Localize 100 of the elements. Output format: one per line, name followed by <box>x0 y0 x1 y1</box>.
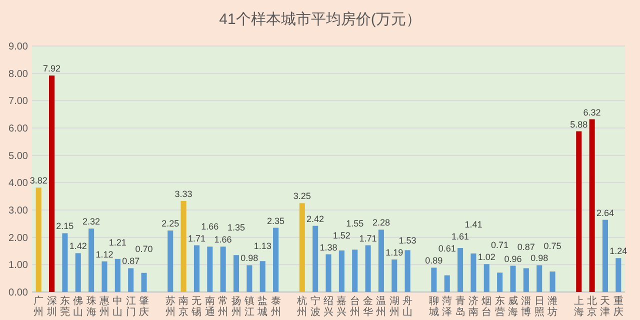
x-tick-label: 无锡 <box>190 296 202 318</box>
x-tick-label: 北京 <box>587 295 598 318</box>
data-label: 3.82 <box>30 176 48 186</box>
data-label: 0.87 <box>517 242 535 252</box>
data-label: 0.75 <box>544 241 562 252</box>
data-label: 1.02 <box>478 252 496 262</box>
x-tick-label: 天津 <box>600 296 610 318</box>
bar <box>431 268 437 292</box>
x-tick-label: 金华 <box>363 295 374 318</box>
data-label: 0.70 <box>135 244 153 254</box>
x-tick-label: 烟台 <box>482 295 492 318</box>
x-tick-label: 日照 <box>534 296 544 318</box>
bar <box>233 255 240 292</box>
x-tick-label: 湖州 <box>389 295 400 318</box>
x-tick-label: 珠海 <box>86 295 96 318</box>
data-label: 1.13 <box>254 241 272 252</box>
bar <box>36 188 42 292</box>
data-label: 2.32 <box>82 216 100 227</box>
bar <box>365 245 371 292</box>
data-label: 3.33 <box>174 188 192 199</box>
data-label: 1.61 <box>452 232 470 242</box>
y-tick-label: 4.00 <box>8 178 28 190</box>
bar <box>444 275 450 292</box>
bar <box>352 250 358 292</box>
bar <box>536 265 542 292</box>
bar <box>273 228 279 292</box>
bar <box>260 261 266 292</box>
x-tick-label: 青岛 <box>455 295 466 318</box>
x-tick-label: 中山 <box>112 295 123 318</box>
x-tick-label: 嘉兴 <box>336 295 347 318</box>
y-tick-label: 7.00 <box>8 96 28 108</box>
x-tick-label: 聊城 <box>428 295 439 318</box>
bar <box>168 230 174 292</box>
x-tick-label: 东营 <box>494 295 505 318</box>
data-label: 0.61 <box>438 244 456 254</box>
data-label: 1.12 <box>96 249 114 260</box>
bar <box>392 259 398 292</box>
bar <box>49 76 55 292</box>
bar <box>114 258 120 292</box>
x-tick-label: 盐城 <box>256 295 268 318</box>
x-tick-label: 上海 <box>574 295 584 318</box>
data-label: 2.42 <box>306 214 324 224</box>
data-label: 3.25 <box>293 191 311 202</box>
x-tick-label: 淄博 <box>521 295 532 318</box>
data-label: 0.87 <box>122 256 140 266</box>
bar <box>550 272 556 292</box>
bar <box>207 246 213 292</box>
bar <box>497 272 503 292</box>
x-tick-label: 温州 <box>376 295 386 318</box>
bar <box>220 246 226 292</box>
x-tick-label: 深圳 <box>46 295 57 318</box>
data-label: 2.15 <box>56 221 74 232</box>
data-label: 1.66 <box>214 234 232 245</box>
bar <box>602 220 608 292</box>
x-tick-label: 舟山 <box>402 295 413 318</box>
data-label: 2.28 <box>372 218 390 228</box>
bar <box>299 203 305 292</box>
x-tick-label: 菏泽 <box>442 295 452 318</box>
data-label: 1.21 <box>108 237 126 248</box>
data-label: 1.71 <box>188 233 206 244</box>
data-label: 1.24 <box>610 246 628 256</box>
data-label: 1.35 <box>227 222 246 233</box>
x-tick-label: 肇庆 <box>139 295 150 318</box>
data-label: 1.42 <box>69 241 87 252</box>
x-tick-label: 宁波 <box>310 295 320 318</box>
y-tick-label: 8.00 <box>8 68 28 80</box>
bar <box>128 268 134 292</box>
x-tick-label: 常州 <box>218 295 228 318</box>
data-label: 0.96 <box>504 254 522 264</box>
y-tick-label: 1.00 <box>8 260 28 272</box>
x-tick-label: 广州 <box>34 295 44 318</box>
data-label: 2.64 <box>596 208 614 218</box>
bar <box>338 250 344 292</box>
data-label: 2.25 <box>162 218 180 228</box>
y-tick-label: 0.00 <box>8 288 28 298</box>
bar <box>312 226 318 292</box>
x-tick-label: 南通 <box>204 295 215 318</box>
bar <box>589 119 595 292</box>
data-label: 1.41 <box>464 220 482 230</box>
bar <box>194 245 200 292</box>
data-label: 1.55 <box>346 218 364 228</box>
bar <box>470 253 476 292</box>
data-label: 1.66 <box>201 221 219 232</box>
y-tick-label: 2.00 <box>8 232 28 244</box>
y-tick-label: 5.00 <box>8 150 28 162</box>
data-label: 0.98 <box>240 253 258 264</box>
bar <box>102 261 108 292</box>
bar <box>141 272 147 292</box>
y-tick-label: 6.00 <box>8 124 28 134</box>
chart-title: 41个样本城市平均房价(万元） <box>219 11 421 28</box>
data-label: 1.52 <box>332 230 350 240</box>
x-tick-label: 威海 <box>508 295 518 318</box>
bar <box>75 253 81 292</box>
y-tick-label: 9.00 <box>8 42 28 52</box>
data-label: 1.19 <box>386 247 404 258</box>
data-label: 6.32 <box>583 107 601 118</box>
x-tick-label: 台州 <box>350 295 360 318</box>
bar <box>88 228 94 292</box>
data-label: 7.92 <box>43 64 61 74</box>
bar <box>378 230 384 292</box>
